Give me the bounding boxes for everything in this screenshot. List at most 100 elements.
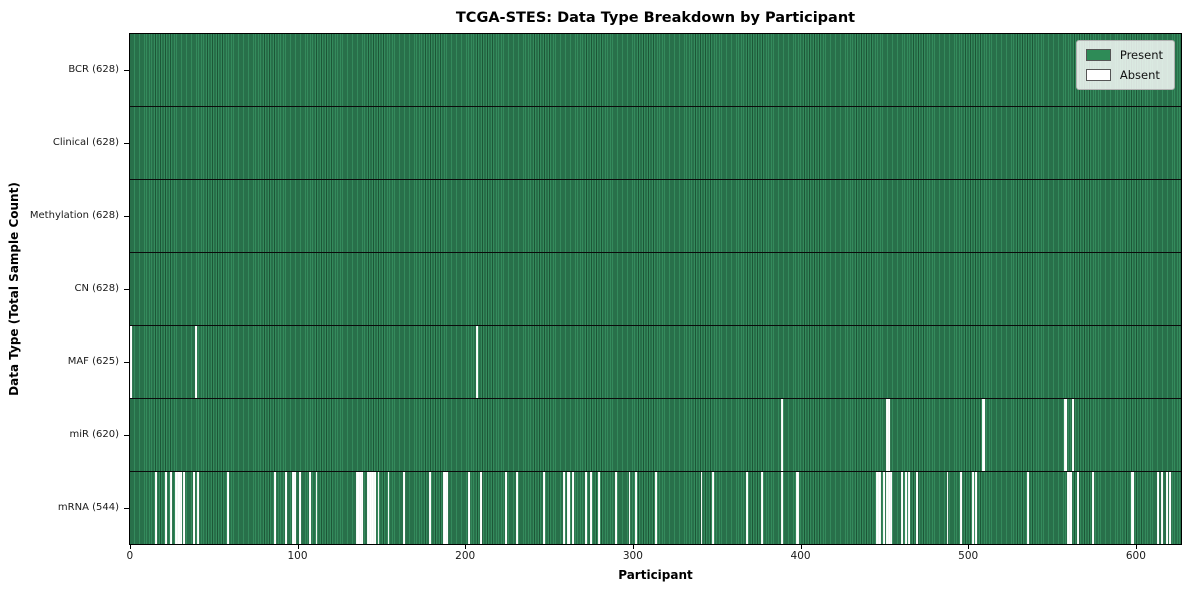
absent-bar — [355, 472, 358, 544]
absent-bar — [1072, 399, 1074, 471]
absent-bar — [369, 472, 372, 544]
absent-bar — [377, 472, 380, 544]
tick-mark — [124, 215, 129, 217]
absent-bar — [877, 472, 880, 544]
absent-bar — [1132, 472, 1135, 544]
absent-bar — [568, 472, 571, 544]
legend-item: Present — [1085, 48, 1163, 62]
absent-bar — [154, 472, 157, 544]
absent-bar — [292, 472, 295, 544]
absent-bar — [1068, 472, 1071, 544]
absent-bar — [795, 472, 798, 544]
absent-bar — [370, 472, 373, 544]
absent-bar — [1067, 472, 1069, 544]
absent-bar — [193, 472, 196, 544]
absent-bar — [442, 472, 445, 544]
absent-bar — [566, 472, 569, 544]
absent-bar — [797, 472, 800, 544]
absent-bar — [1130, 472, 1133, 544]
x-tick-label: 200 — [455, 550, 476, 562]
absent-bar — [1157, 472, 1160, 544]
absent-bar — [655, 472, 658, 544]
absent-bar — [780, 399, 783, 471]
absent-bar — [183, 472, 186, 544]
absent-bar — [357, 472, 360, 544]
absent-bar — [590, 472, 593, 544]
absent-bar — [226, 472, 229, 544]
absent-bar — [359, 472, 362, 544]
absent-bar — [635, 472, 638, 544]
absent-bar — [1063, 399, 1066, 471]
absent-bar — [780, 472, 783, 544]
tick-mark — [297, 545, 299, 549]
tick-mark — [632, 545, 634, 549]
absent-bar — [886, 472, 889, 544]
tick-mark — [800, 545, 802, 549]
absent-bar — [563, 472, 566, 544]
absent-bar — [367, 472, 370, 544]
absent-bar — [946, 472, 949, 544]
absent-bar — [760, 472, 763, 544]
row-cn — [130, 252, 1181, 325]
absent-bar — [888, 399, 890, 471]
y-tick-label: Methylation (628) — [29, 209, 119, 221]
absent-bar — [165, 472, 167, 544]
x-tick-label: 600 — [1125, 550, 1146, 562]
absent-bar — [1026, 472, 1029, 544]
tick-mark — [968, 545, 970, 549]
absent-bar — [571, 472, 574, 544]
absent-bar — [195, 326, 198, 398]
y-tick-label: mRNA (544) — [57, 502, 119, 514]
absent-bar — [129, 326, 132, 398]
legend-label: Absent — [1119, 68, 1160, 82]
absent-bar — [628, 472, 631, 544]
absent-bar — [882, 472, 885, 544]
x-tick-label: 500 — [958, 550, 979, 562]
row-mir — [130, 398, 1181, 471]
absent-bar — [293, 472, 296, 544]
absent-bar — [876, 472, 879, 544]
tick-mark — [124, 142, 129, 144]
absent-bar — [886, 399, 889, 471]
absent-bar — [273, 472, 276, 544]
absent-bar — [444, 472, 447, 544]
absent-bar — [479, 472, 482, 544]
tick-mark — [1135, 545, 1137, 549]
x-tick-label: 400 — [790, 550, 811, 562]
absent-bar — [901, 472, 904, 544]
absent-bar — [1165, 472, 1168, 544]
absent-bar — [1169, 472, 1172, 544]
x-tick-label: 0 — [126, 550, 134, 562]
absent-bar — [476, 326, 479, 398]
tick-mark — [124, 435, 129, 437]
absent-bar — [712, 472, 715, 544]
row-mrna — [130, 471, 1181, 544]
absent-bar — [516, 472, 519, 544]
row-bcr — [130, 34, 1181, 106]
absent-bar — [981, 399, 984, 471]
x-tick-label: 100 — [287, 550, 308, 562]
legend-swatch-present — [1085, 49, 1111, 61]
absent-bar — [308, 472, 311, 544]
absent-bar — [585, 472, 587, 544]
tick-mark — [124, 289, 129, 290]
absent-bar — [908, 472, 910, 544]
row-clinical — [130, 106, 1181, 179]
absent-bar — [175, 472, 177, 544]
absent-bar — [170, 472, 172, 544]
x-axis-label: Participant — [618, 568, 693, 582]
absent-bar — [402, 472, 405, 544]
absent-bar — [180, 472, 182, 544]
absent-bar — [971, 472, 974, 544]
x-tick-label: 300 — [622, 550, 643, 562]
absent-bar — [298, 472, 301, 544]
absent-bar — [285, 472, 288, 544]
absent-bar — [615, 472, 618, 544]
absent-bar — [504, 472, 507, 544]
y-tick-label: BCR (628) — [68, 63, 119, 75]
absent-bar — [467, 472, 470, 544]
legend-label: Present — [1119, 48, 1163, 62]
absent-bar — [1092, 472, 1095, 544]
absent-bar — [178, 472, 181, 544]
tick-mark — [124, 362, 129, 364]
